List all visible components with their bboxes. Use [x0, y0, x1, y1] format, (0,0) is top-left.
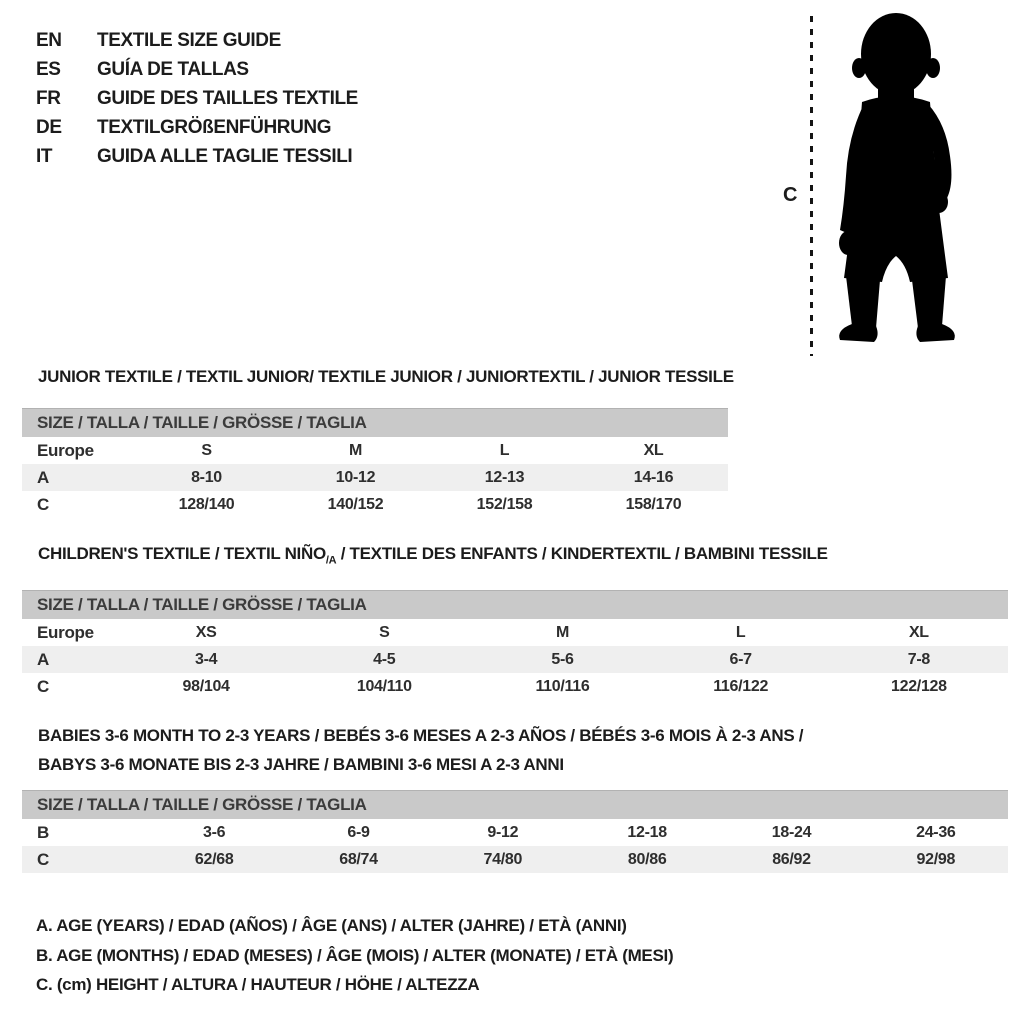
babies-section-title: BABIES 3-6 MONTH TO 2-3 YEARS / BEBÉS 3-…: [38, 721, 804, 779]
table-row-height: C 62/68 68/74 74/80 80/86 86/92 92/98: [22, 846, 1008, 873]
lang-title: TEXTILGRÖßENFÜHRUNG: [97, 117, 332, 138]
table-row-age: A 8-10 10-12 12-13 14-16: [22, 464, 728, 491]
lang-row-it: IT GUIDA ALLE TAGLIE TESSILI: [36, 142, 358, 171]
age-cell: 10-12: [281, 464, 430, 491]
age-cell: 4-5: [295, 646, 474, 673]
baby-silhouette-icon: [839, 13, 955, 342]
babies-size-table: SIZE / TALLA / TAILLE / GRÖSSE / TAGLIA …: [22, 790, 1008, 873]
height-cell: 128/140: [178, 495, 235, 513]
size-cell: XS: [195, 623, 217, 641]
size-cell: XL: [908, 623, 929, 641]
babies-title-line2: BABYS 3-6 MONATE BIS 2-3 JAHRE / BAMBINI…: [38, 755, 564, 774]
children-title-pre: CHILDREN'S TEXTILE / TEXTIL NIÑO: [38, 544, 326, 563]
lang-row-es: ES GUÍA DE TALLAS: [36, 55, 358, 84]
size-table-header: SIZE / TALLA / TAILLE / GRÖSSE / TAGLIA: [22, 408, 728, 437]
months-cell: 9-12: [487, 823, 519, 841]
months-cell: 3-6: [203, 823, 226, 841]
months-cell: 12-18: [627, 823, 667, 841]
lang-title: GUÍA DE TALLAS: [97, 59, 249, 80]
row-label: Europe: [37, 440, 94, 460]
age-cell: 7-8: [829, 646, 1008, 673]
height-cell: 80/86: [574, 846, 720, 873]
lang-row-fr: FR GUIDE DES TAILLES TEXTILE: [36, 84, 358, 113]
children-title-sub: /A: [325, 554, 337, 567]
height-measure-label: C: [783, 184, 798, 206]
height-cell: 86/92: [719, 846, 864, 873]
height-cell: 74/80: [430, 846, 575, 873]
size-cell: M: [348, 441, 363, 459]
row-label: B: [37, 822, 49, 842]
language-title-list: EN TEXTILE SIZE GUIDE ES GUÍA DE TALLAS …: [36, 26, 358, 171]
legend-line-b: B. AGE (MONTHS) / EDAD (MESES) / ÂGE (MO…: [36, 945, 674, 965]
lang-title: GUIDE DES TAILLES TEXTILE: [97, 88, 358, 109]
table-row-europe: Europe S M L XL: [22, 437, 728, 464]
months-cell: 18-24: [771, 823, 812, 841]
height-cell: 92/98: [863, 846, 1008, 873]
measure-legend: A. AGE (YEARS) / EDAD (AÑOS) / ÂGE (ANS)…: [36, 911, 674, 1000]
age-cell: 6-7: [651, 646, 830, 673]
table-row-europe: Europe XS S M L XL: [22, 619, 1008, 646]
size-cell: L: [735, 623, 746, 641]
size-cell: L: [499, 441, 510, 459]
junior-section-title: JUNIOR TEXTILE / TEXTIL JUNIOR/ TEXTILE …: [38, 367, 734, 386]
height-cell: 110/116: [535, 677, 590, 695]
row-label: C: [22, 846, 142, 873]
age-cell: 14-16: [579, 464, 728, 491]
legend-line-a: A. AGE (YEARS) / EDAD (AÑOS) / ÂGE (ANS)…: [36, 916, 627, 935]
size-table-header: SIZE / TALLA / TAILLE / GRÖSSE / TAGLIA: [22, 790, 1008, 819]
table-row-height: C 98/104 104/110 110/116 116/122 122/128: [22, 673, 1008, 700]
age-cell: 12-13: [430, 464, 579, 491]
size-table-header: SIZE / TALLA / TAILLE / GRÖSSE / TAGLIA: [22, 590, 1008, 619]
months-cell: 6-9: [347, 823, 370, 841]
row-label: C: [37, 494, 49, 514]
lang-code: ES: [36, 59, 61, 80]
age-cell: 5-6: [473, 646, 652, 673]
row-label: Europe: [37, 622, 94, 642]
age-cell: 8-10: [132, 464, 281, 491]
lang-title: TEXTILE SIZE GUIDE: [97, 30, 281, 51]
height-cell: 122/128: [891, 677, 947, 695]
height-cell: 140/152: [327, 495, 384, 513]
size-cell: XL: [643, 441, 664, 459]
lang-title: GUIDA ALLE TAGLIE TESSILI: [97, 146, 353, 167]
row-label: A: [22, 646, 117, 673]
lang-code: IT: [36, 146, 53, 167]
height-cell: 116/122: [713, 677, 769, 695]
babies-title-line1: BABIES 3-6 MONTH TO 2-3 YEARS / BEBÉS 3-…: [38, 726, 804, 745]
height-cell: 98/104: [182, 677, 230, 695]
row-label: A: [22, 464, 132, 491]
row-label: C: [37, 676, 49, 696]
lang-code: DE: [36, 117, 62, 138]
lang-code: FR: [36, 88, 61, 109]
size-cell: S: [379, 623, 390, 641]
table-row-months: B 3-6 6-9 9-12 12-18 18-24 24-36: [22, 819, 1008, 846]
lang-code: EN: [36, 30, 62, 51]
height-cell: 158/170: [625, 495, 682, 513]
junior-size-table: SIZE / TALLA / TAILLE / GRÖSSE / TAGLIA …: [22, 408, 728, 518]
table-row-height: C 128/140 140/152 152/158 158/170: [22, 491, 728, 518]
height-dotted-line: [810, 16, 813, 356]
children-section-title: CHILDREN'S TEXTILE / TEXTIL NIÑO/A / TEX…: [38, 544, 828, 570]
lang-row-de: DE TEXTILGRÖßENFÜHRUNG: [36, 113, 358, 142]
children-size-table: SIZE / TALLA / TAILLE / GRÖSSE / TAGLIA …: [22, 590, 1008, 700]
size-cell: M: [555, 623, 569, 641]
height-cell: 104/110: [356, 677, 412, 695]
children-title-post: / TEXTILE DES ENFANTS / KINDERTEXTIL / B…: [336, 544, 828, 563]
lang-row-en: EN TEXTILE SIZE GUIDE: [36, 26, 358, 55]
table-row-age: A 3-4 4-5 5-6 6-7 7-8: [22, 646, 1008, 673]
height-cell: 152/158: [476, 495, 533, 513]
size-cell: S: [201, 441, 212, 459]
age-cell: 3-4: [117, 646, 296, 673]
months-cell: 24-36: [916, 823, 956, 841]
height-cell: 62/68: [142, 846, 287, 873]
legend-line-c: C. (cm) HEIGHT / ALTURA / HAUTEUR / HÖHE…: [36, 975, 480, 994]
height-cell: 68/74: [286, 846, 431, 873]
